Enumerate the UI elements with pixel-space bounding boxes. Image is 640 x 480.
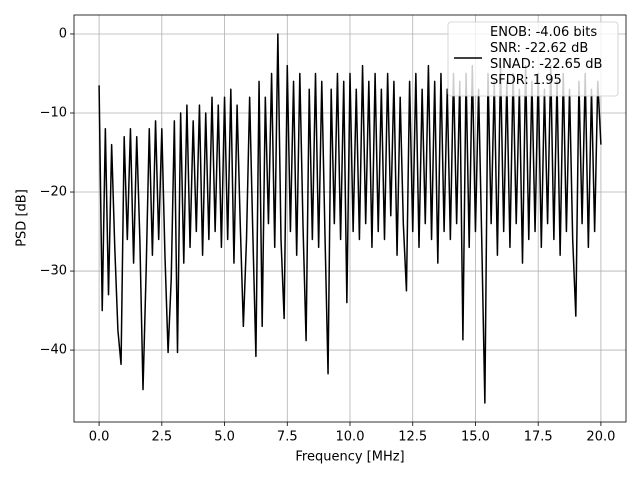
plot-frame bbox=[73, 14, 627, 423]
series-line bbox=[98, 33, 602, 404]
x-tick-label: 5.0 bbox=[214, 430, 235, 445]
y-tick-label: 0 bbox=[59, 26, 67, 41]
y-tick-label: −10 bbox=[40, 105, 67, 120]
y-axis-label: PSD [dB] bbox=[15, 189, 30, 247]
x-tick-label: 10.0 bbox=[336, 430, 365, 445]
x-tick-label: 17.5 bbox=[524, 430, 553, 445]
x-tick-label: 20.0 bbox=[586, 430, 615, 445]
legend: ENOB: -4.06 bits SNR: -22.62 dB SINAD: -… bbox=[447, 21, 619, 97]
x-tick-label: 15.0 bbox=[461, 430, 490, 445]
y-tick-label: −20 bbox=[40, 185, 67, 200]
x-axis-label: Frequency [MHz] bbox=[295, 450, 404, 465]
x-tick-label: 7.5 bbox=[277, 430, 298, 445]
y-tick-label: −40 bbox=[40, 343, 67, 358]
legend-entry: ENOB: -4.06 bits SNR: -22.62 dB SINAD: -… bbox=[490, 25, 603, 88]
x-tick-label: 2.5 bbox=[151, 430, 172, 445]
legend-label: ENOB: -4.06 bits SNR: -22.62 dB SINAD: -… bbox=[490, 25, 603, 88]
x-tick-label: 12.5 bbox=[398, 430, 427, 445]
x-tick-label: 0.0 bbox=[89, 430, 110, 445]
y-tick-label: −30 bbox=[40, 264, 67, 279]
legend-box bbox=[447, 21, 619, 97]
